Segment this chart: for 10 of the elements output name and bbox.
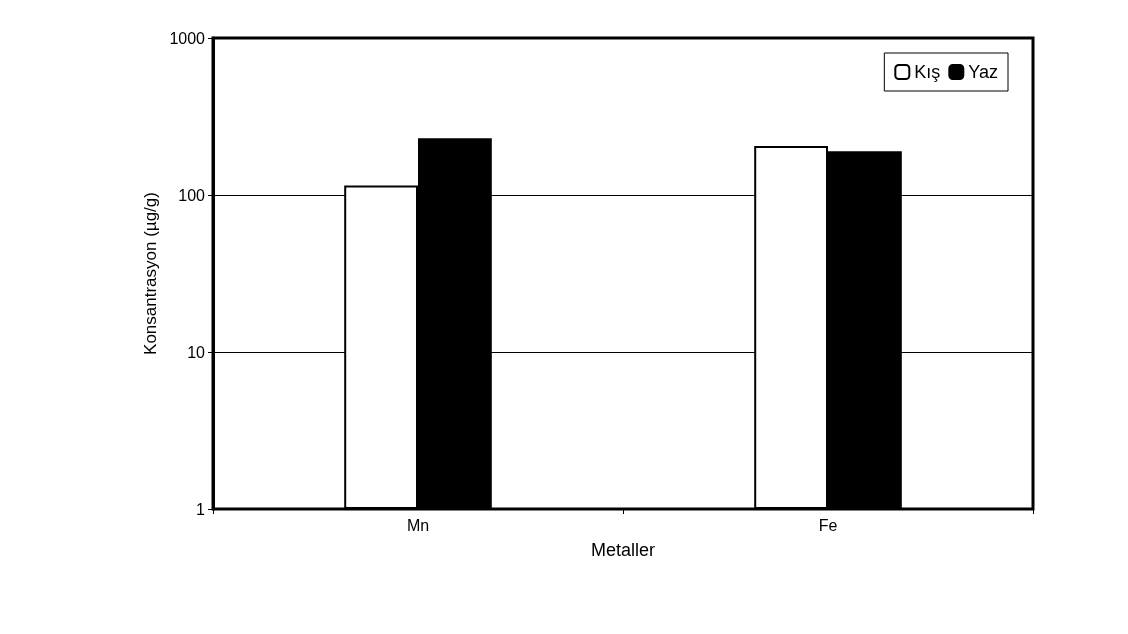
legend-label: Yaz <box>968 62 999 82</box>
y-tick-label: 10 <box>187 343 206 361</box>
x-tick-label: Fe <box>818 516 838 534</box>
y-tick-label: 1000 <box>169 29 206 47</box>
legend-label: Kış <box>914 62 941 82</box>
x-axis-title: Metaller <box>590 540 656 560</box>
x-tick-label: Mn <box>406 516 430 534</box>
y-tick-label: 1 <box>196 500 206 518</box>
y-tick-label: 100 <box>178 186 206 204</box>
y-axis-title: Konsantrasyon (µg/g) <box>140 192 160 355</box>
